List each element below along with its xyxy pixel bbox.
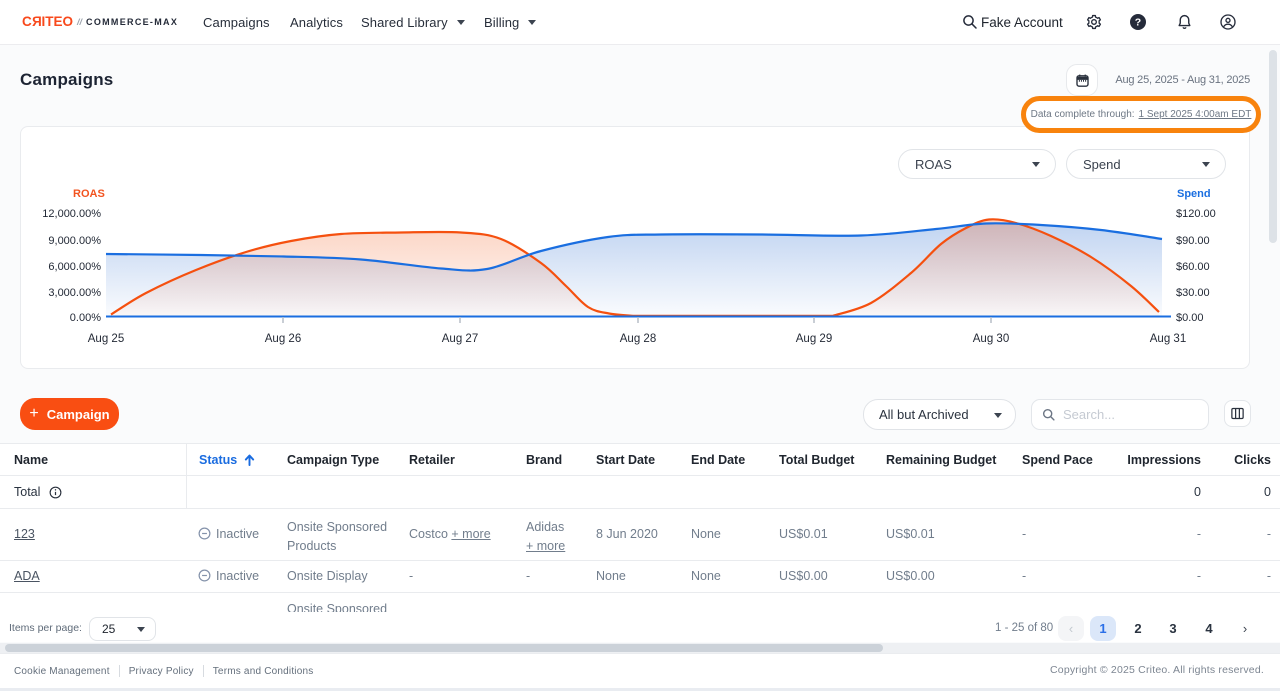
svg-text:?: ? (1135, 17, 1141, 29)
